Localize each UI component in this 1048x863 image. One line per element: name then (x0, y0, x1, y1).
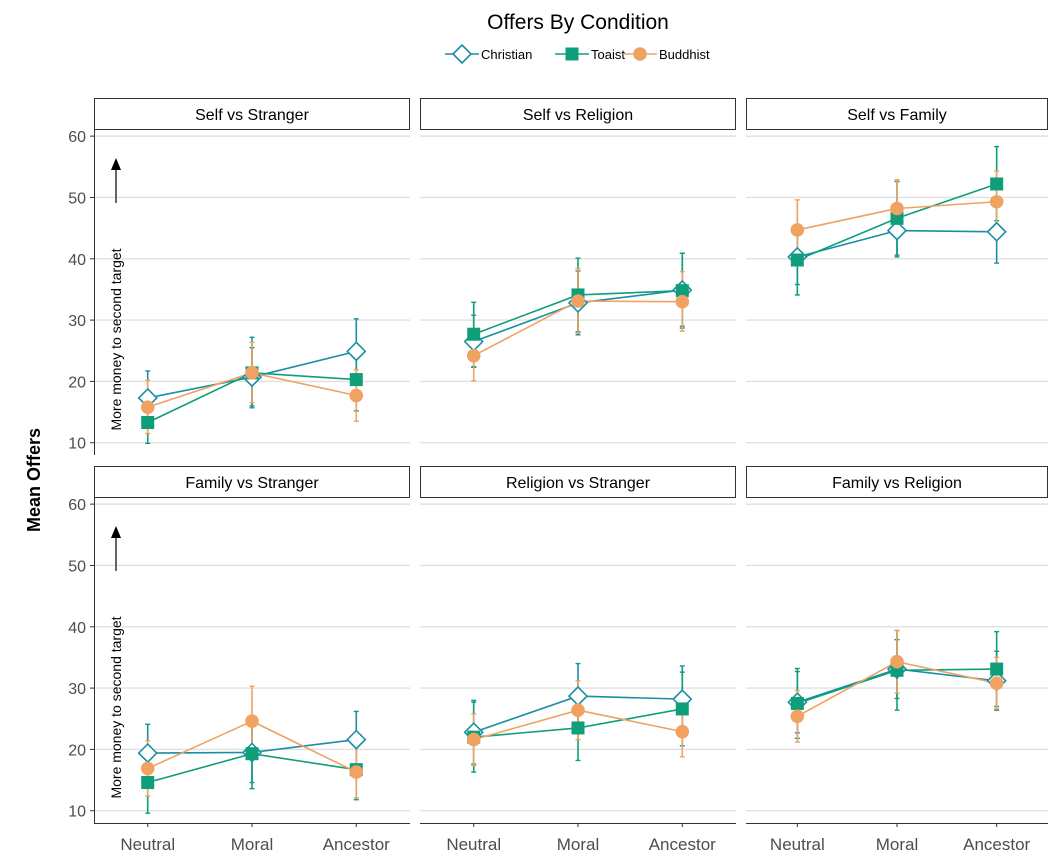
y-tick-label: 50 (68, 558, 86, 575)
legend: Christian Toaist Buddhist (445, 43, 710, 65)
x-tick-label: Neutral (770, 835, 825, 854)
panel-self-vs-family: Self vs Family (746, 98, 1048, 444)
panel-title: Self vs Religion (523, 107, 633, 124)
point-toaist (890, 211, 904, 225)
point-buddhist (790, 223, 805, 237)
panel-strip (746, 466, 1048, 498)
panel-strip (420, 98, 736, 130)
point-toaist (571, 721, 585, 735)
x-tick-label: Ancestor (323, 835, 390, 854)
point-buddhist (571, 703, 585, 717)
y-tick-label: 60 (68, 497, 86, 514)
point-buddhist (349, 765, 364, 779)
legend-item-buddhist: Buddhist (623, 47, 710, 62)
annotation-arrow-head (111, 526, 121, 538)
point-christian (986, 221, 1007, 242)
y-axis-label: Mean Offers (24, 428, 44, 532)
x-tick-label: Moral (876, 835, 919, 854)
point-buddhist (790, 709, 805, 724)
point-buddhist (989, 194, 1004, 209)
point-buddhist (890, 654, 904, 669)
point-toaist (349, 373, 363, 387)
panel-family-vs-religion: Family vs Religion Neutral Moral Ancestor (746, 466, 1048, 854)
legend-marker-toaist (565, 47, 579, 61)
legend-item-toaist: Toaist (555, 47, 625, 62)
point-toaist (790, 253, 804, 267)
point-toaist (990, 177, 1004, 191)
y-tick-label: 30 (68, 681, 86, 698)
x-tick-label: Moral (231, 835, 274, 854)
legend-label-buddhist: Buddhist (659, 47, 710, 62)
legend-marker-christian (451, 43, 473, 65)
annotation-text: More money to second target (108, 616, 124, 798)
y-tick-label: 10 (68, 436, 86, 453)
point-toaist (245, 747, 259, 761)
panel-religion-vs-stranger: Religion vs Stranger Neutral Moral Ancestor (420, 466, 736, 854)
legend-marker-buddhist (633, 47, 647, 61)
panel-title: Self vs Stranger (195, 107, 310, 124)
panel-self-vs-religion: Self vs Religion (420, 98, 736, 444)
point-buddhist (245, 714, 259, 729)
point-toaist (141, 776, 155, 790)
y-tick-label: 40 (68, 252, 86, 269)
x-tick-label: Neutral (120, 835, 175, 854)
point-buddhist (466, 732, 481, 747)
panel-self-vs-stranger: Self vs Stranger 10 20 30 40 50 60 More money t… (68, 98, 410, 455)
x-tick-label: Ancestor (649, 835, 716, 854)
panel-title: Religion vs Stranger (506, 475, 651, 492)
point-christian (567, 685, 589, 707)
point-buddhist (140, 761, 155, 776)
y-tick-label: 10 (68, 804, 86, 821)
point-christian (137, 742, 158, 764)
y-tick-label: 20 (68, 742, 86, 759)
panels: Self vs Stranger 10 20 30 40 50 60 More money t… (68, 98, 1048, 854)
panel-family-vs-stranger: Family vs Stranger 10 20 30 40 50 60 More money… (68, 466, 410, 854)
point-buddhist (675, 724, 690, 739)
point-toaist (467, 327, 481, 341)
chart-title: Offers By Condition (487, 11, 669, 34)
legend-item-christian: Christian (445, 43, 532, 65)
point-buddhist (989, 676, 1004, 690)
point-toaist (790, 696, 804, 710)
panel-title: Self vs Family (847, 107, 947, 124)
panel-strip (420, 466, 736, 498)
y-tick-label: 60 (68, 129, 86, 146)
legend-label-toaist: Toaist (591, 47, 625, 62)
y-tick-label: 20 (68, 374, 86, 391)
point-toaist (990, 662, 1004, 676)
y-tick-label: 40 (68, 620, 86, 637)
y-tick-label: 50 (68, 190, 86, 207)
point-buddhist (890, 201, 904, 216)
point-toaist (675, 702, 689, 716)
point-buddhist (675, 294, 690, 309)
point-christian (346, 729, 367, 750)
point-christian (346, 341, 367, 362)
point-toaist (141, 416, 155, 429)
x-tick-label: Moral (557, 835, 600, 854)
point-buddhist (140, 400, 155, 414)
point-toaist (675, 284, 689, 298)
panel-title: Family vs Stranger (185, 475, 319, 492)
point-buddhist (349, 388, 364, 403)
panel-strip (94, 98, 410, 130)
point-buddhist (466, 348, 481, 363)
x-tick-label: Ancestor (963, 835, 1030, 854)
legend-label-christian: Christian (481, 47, 532, 62)
y-tick-label: 30 (68, 313, 86, 330)
panel-title: Family vs Religion (832, 475, 962, 492)
x-tick-label: Neutral (446, 835, 501, 854)
point-buddhist (571, 294, 585, 308)
point-christian (886, 220, 908, 241)
point-buddhist (245, 366, 259, 380)
annotation-text: More money to second target (108, 248, 124, 430)
annotation-arrow-head (111, 158, 121, 170)
panel-strip (94, 466, 410, 498)
